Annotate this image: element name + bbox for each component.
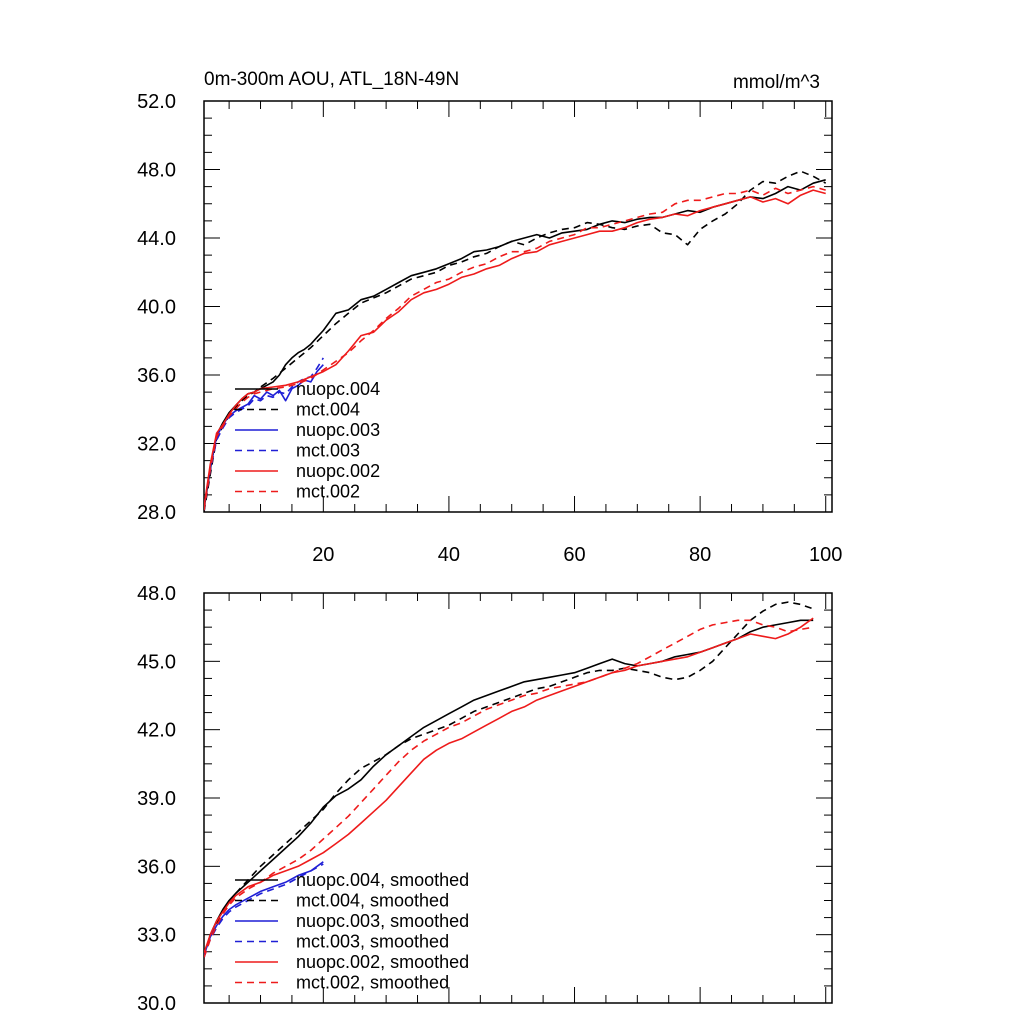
legend-label: nuopc.003	[296, 420, 380, 440]
x-tick-label: 60	[563, 544, 585, 566]
legend-label: mct.004, smoothed	[296, 891, 449, 911]
legend-label: mct.004	[296, 400, 360, 420]
legend: nuopc.004mct.004nuopc.003mct.003nuopc.00…	[235, 379, 380, 502]
chart-panel-2: 30.0 33.0 36.0 39.0 42.0 45.0 48.0 nuopc.004, s…	[137, 583, 833, 1015]
y-tick-label: 36.0	[137, 365, 176, 387]
y-tick-label: 52.0	[137, 91, 176, 113]
x-tick-label: 100	[809, 544, 842, 566]
y-tick-label: 45.0	[137, 651, 176, 673]
series-line-mct-003	[204, 357, 324, 511]
legend-label: mct.003	[296, 441, 360, 461]
legend-label: nuopc.003, smoothed	[296, 911, 469, 931]
series-line-nuopc-002-smoothed	[204, 617, 814, 954]
legend-label: mct.003, smoothed	[296, 932, 449, 952]
y-tick-label: 33.0	[137, 925, 176, 947]
x-tick-label: 80	[689, 544, 711, 566]
y-tick-label: 36.0	[137, 856, 176, 878]
y-tick-label: 40.0	[137, 297, 176, 319]
legend-label: nuopc.004	[296, 379, 380, 399]
units-label: mmol/m^3	[733, 72, 820, 93]
y-tick-label: 48.0	[137, 583, 176, 605]
chart-panel-1: 28.0 32.0 36.0 40.0 44.0 48.0 52.0 20 40 60 80 100 0…	[137, 69, 842, 566]
series-line-nuopc-004	[204, 179, 826, 509]
series-line-mct-004-smoothed	[204, 601, 814, 958]
y-tick-label: 42.0	[137, 720, 176, 742]
y-tick-label: 48.0	[137, 160, 176, 182]
y-tick-label: 44.0	[137, 228, 176, 250]
y-tick-label: 39.0	[137, 788, 176, 810]
legend-label: nuopc.004, smoothed	[296, 870, 469, 890]
series-line-mct-002-smoothed	[204, 619, 814, 958]
x-tick-label: 20	[312, 544, 334, 566]
y-tick-label: 32.0	[137, 434, 176, 456]
y-tick-label: 30.0	[137, 993, 176, 1015]
series-line-mct-004	[204, 170, 827, 512]
legend-label: nuopc.002, smoothed	[296, 952, 469, 972]
y-tick-label: 28.0	[137, 502, 176, 524]
legend-label: mct.002, smoothed	[296, 973, 449, 993]
legend-label: mct.002	[296, 482, 360, 502]
chart-title: 0m-300m AOU, ATL_18N-49N	[204, 69, 459, 90]
legend-label: nuopc.002	[296, 461, 380, 481]
x-tick-label: 40	[438, 544, 460, 566]
series-line-nuopc-003-smoothed	[204, 861, 324, 956]
